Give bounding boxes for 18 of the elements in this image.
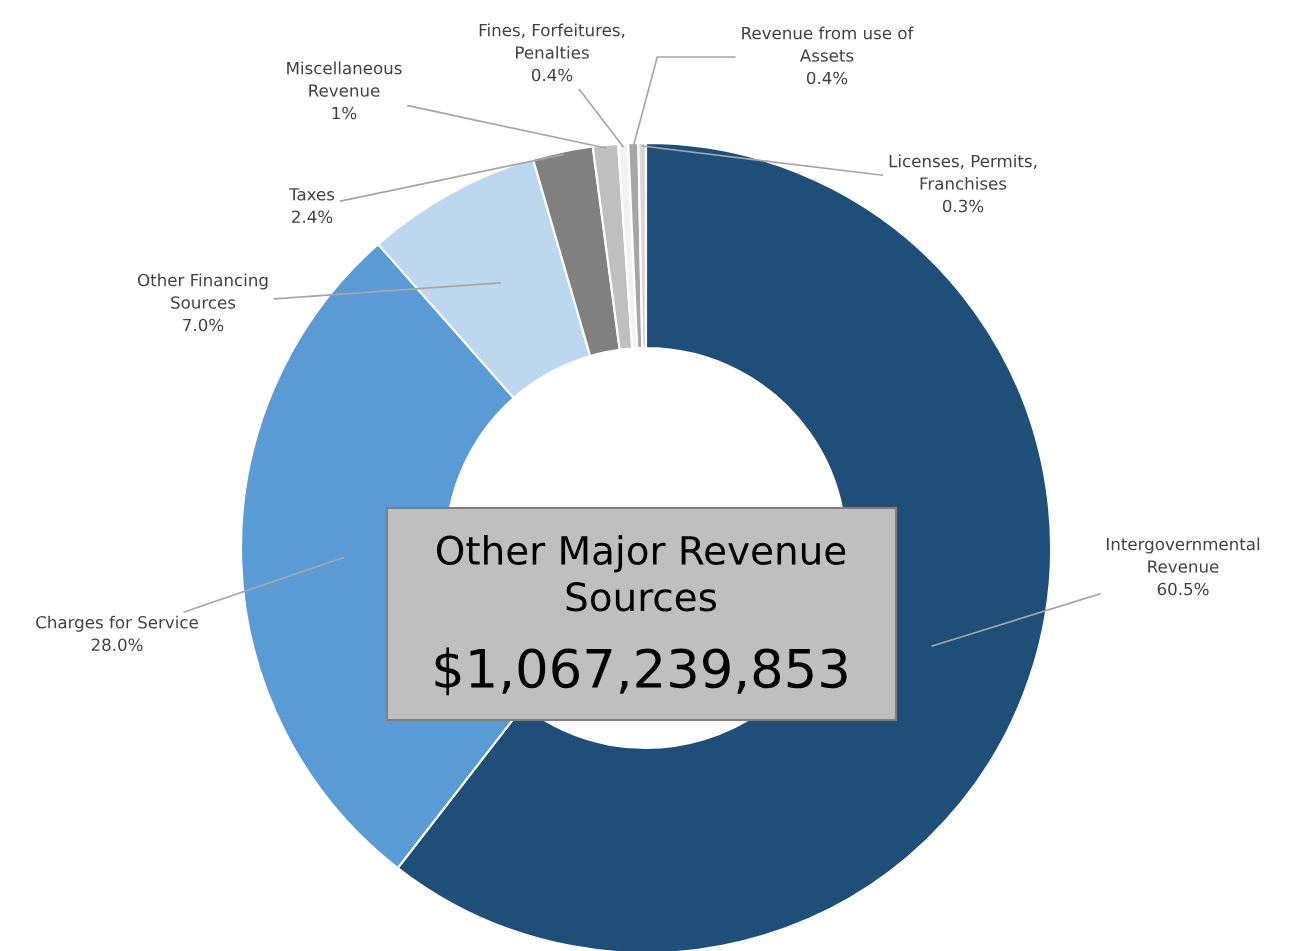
slice-label: Intergovernmental Revenue [1107, 537, 1260, 573]
slice-label: Taxes [288, 188, 335, 201]
slice-label: Fines, Forfeitures, Penalties [479, 23, 625, 59]
data-label: 60.5% [1157, 582, 1209, 596]
slice-label: Other Financing Sources [137, 273, 268, 309]
data-label: 28.0% [91, 638, 143, 652]
slice-label: Charges for Service [36, 615, 198, 632]
slice-label: Revenue from use of Assets [742, 26, 914, 62]
data-label: 7.0% [183, 318, 224, 332]
data-label: 0.3% [942, 199, 984, 213]
text: $1,067,239,853 [435, 647, 847, 696]
slice-label: Miscellaneous Revenue [287, 61, 402, 97]
data-label: 0.4% [806, 71, 848, 85]
slice-label: Licenses, Permits, Franchises [889, 154, 1037, 190]
text: Other Major Revenue Sources [436, 534, 846, 612]
data-label: 0.4% [531, 68, 573, 82]
data-label: 1% [332, 106, 357, 120]
data-label: 2.4% [292, 210, 333, 224]
